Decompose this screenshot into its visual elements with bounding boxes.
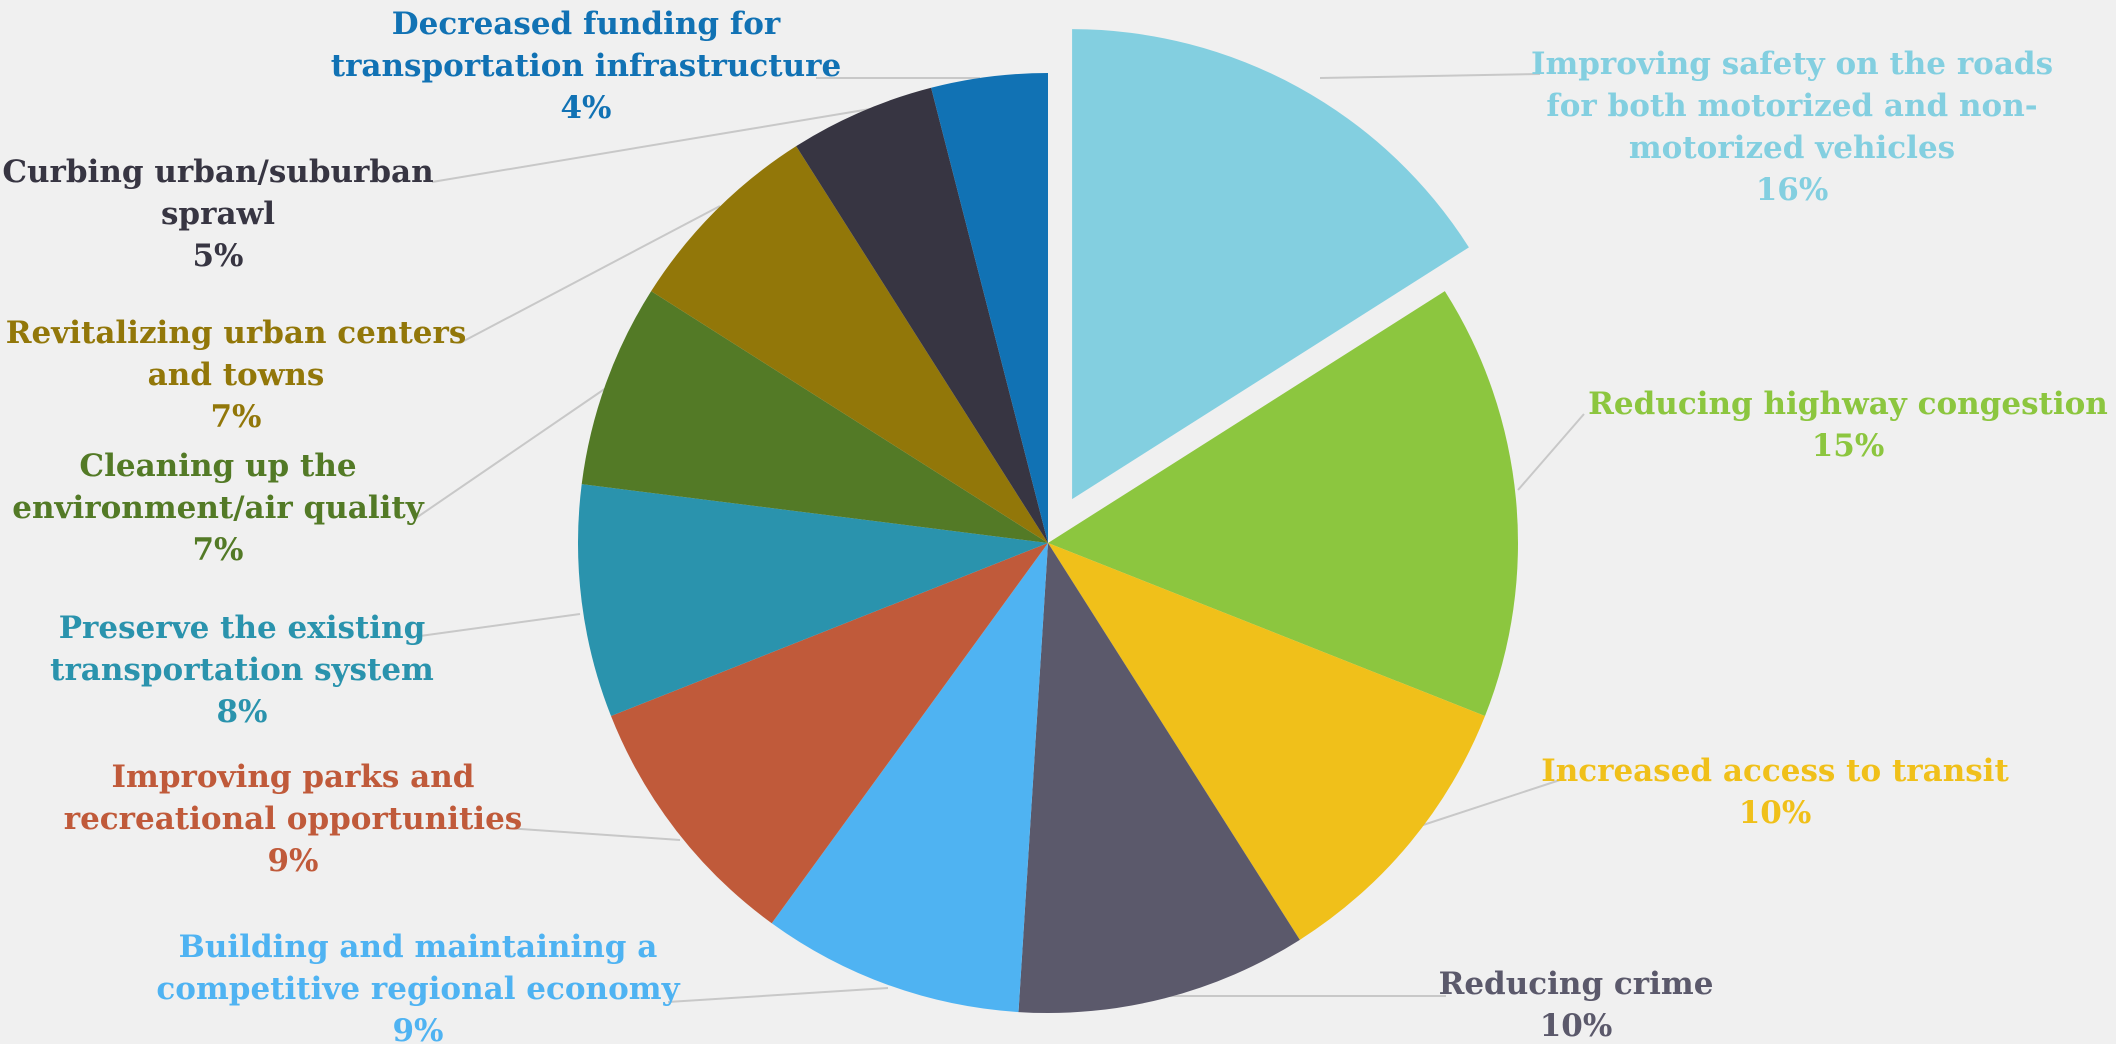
slice-percent: 9% (392, 1013, 443, 1044)
slice-label-line: motorized vehicles (1629, 130, 1955, 166)
slice-percent: 5% (192, 238, 243, 274)
slice-label-line: Reducing crime (1439, 966, 1714, 1002)
leader-line (1517, 413, 1585, 491)
pie-slice-reducing-crime (1018, 543, 1300, 1013)
slice-percent: 8% (216, 694, 267, 730)
slice-label-improving-safety-on-the-roads: Improving safety on the roads for both mo… (1531, 46, 2053, 208)
slice-percent: 7% (210, 399, 261, 435)
leader-line (667, 987, 889, 1003)
slice-percent: 4% (560, 90, 611, 126)
slice-percent: 15% (1812, 428, 1885, 464)
leader-line (1319, 73, 1541, 79)
pie-slice-curbing-urban-suburban (796, 87, 1048, 543)
slice-percent: 16% (1756, 172, 1829, 208)
slice-label-preserve-the-existing: Preserve the existing transportation syst… (50, 610, 434, 730)
slice-label-line: Increased access to transit (1541, 753, 2009, 789)
slice-percent: 9% (267, 843, 318, 879)
pie-slice-improving-safety-on-the-roads (1072, 29, 1469, 500)
slice-label-curbing-urban-suburban: Curbing urban/suburban sprawl 5% (2, 154, 433, 274)
slice-labels: Improving safety on the roads for both mo… (2, 6, 2108, 1044)
leader-line (505, 827, 681, 841)
slice-label-line: Improving safety on the roads (1531, 46, 2053, 82)
pie-slices (578, 29, 1519, 1013)
leader-line (415, 387, 607, 519)
slice-label-line: sprawl (161, 196, 275, 232)
slice-percent: 10% (1540, 1008, 1613, 1044)
slice-label-reducing-highway-congestion: Reducing highway congestion 15% (1588, 386, 2108, 464)
slice-label-line: transportation system (50, 652, 434, 688)
slice-label-cleaning-up-the: Cleaning up the environment/air quality 7% (12, 448, 424, 568)
slice-label-revitalizing-urban-centers: Revitalizing urban centers and towns 7% (6, 315, 467, 435)
slice-label-line: recreational opportunities (64, 801, 523, 837)
slice-label-building-and-maintaining-a: Building and maintaining a competitive re… (156, 929, 680, 1044)
slice-label-improving-parks-and: Improving parks and recreational opportun… (64, 759, 523, 879)
leader-line (459, 205, 721, 344)
leader-line (431, 107, 877, 183)
slice-label-line: competitive regional economy (156, 971, 680, 1007)
pie-slice-reducing-highway-congestion (1048, 291, 1519, 717)
pie-slice-increased-access-to-transit (1048, 543, 1485, 940)
slice-label-line: Curbing urban/suburban (2, 154, 433, 190)
slice-label-line: environment/air quality (12, 490, 424, 526)
slice-label-line: Decreased funding for (392, 6, 781, 42)
slice-label-decreased-funding-for: Decreased funding for transportation infr… (331, 6, 841, 126)
pie-slice-revitalizing-urban-centers (651, 146, 1048, 543)
slice-label-line: Building and maintaining a (179, 929, 658, 965)
pie-slice-building-and-maintaining-a (771, 543, 1048, 1013)
slice-percent: 7% (192, 532, 243, 568)
slice-label-line: for both motorized and non- (1546, 88, 2037, 124)
pie-slice-preserve-the-existing (578, 484, 1048, 717)
pie-slice-decreased-funding-for (931, 73, 1048, 543)
slice-label-line: Cleaning up the (79, 448, 356, 484)
slice-label-reducing-crime: Reducing crime 10% (1439, 966, 1714, 1044)
leader-line (419, 613, 581, 637)
slice-percent: 10% (1739, 795, 1812, 831)
slice-label-line: and towns (148, 357, 325, 393)
leader-line (1419, 779, 1561, 827)
pie-slice-improving-parks-and (611, 543, 1048, 924)
slice-label-line: Improving parks and (112, 759, 475, 795)
slice-label-line: Revitalizing urban centers (6, 315, 467, 351)
pie-slice-cleaning-up-the (581, 291, 1048, 543)
slice-label-increased-access-to-transit: Increased access to transit 10% (1541, 753, 2009, 831)
leader-lines (415, 73, 1585, 1003)
slice-label-line: Reducing highway congestion (1588, 386, 2108, 422)
slice-label-line: transportation infrastructure (331, 48, 841, 84)
slice-label-line: Preserve the existing (59, 610, 426, 646)
